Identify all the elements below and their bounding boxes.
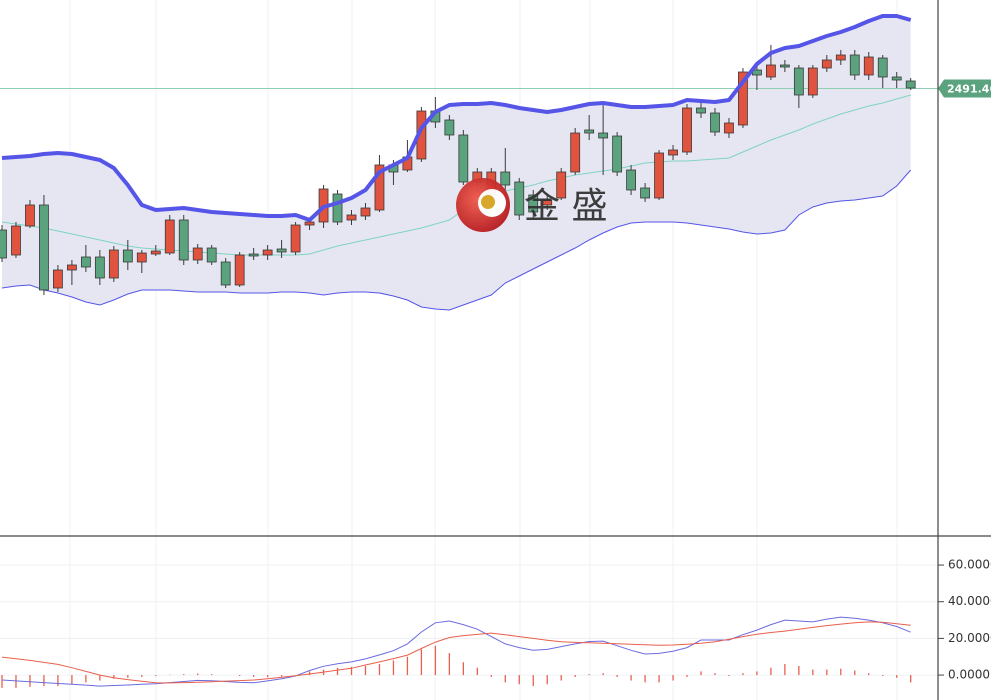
candle-body — [374, 164, 385, 211]
candle-body — [248, 253, 259, 257]
candle-body — [793, 67, 804, 96]
macd-line — [1, 621, 911, 684]
y-tick-label: 0.0000 — [948, 668, 990, 682]
candle-body — [94, 256, 105, 279]
candle-body — [262, 249, 273, 256]
bollinger-lower — [1, 169, 912, 311]
candle-body — [849, 54, 860, 76]
candle-body — [863, 56, 874, 76]
price-panel: 2491.46 — [0, 14, 991, 311]
candle-body — [80, 256, 91, 268]
candle-body — [206, 247, 217, 263]
candle-body — [25, 204, 35, 227]
candle-body — [360, 207, 371, 217]
candle-body — [835, 54, 846, 61]
band-fill — [2, 16, 911, 310]
candle-body — [682, 107, 692, 153]
candle-body — [220, 261, 231, 286]
candle-body — [905, 80, 916, 89]
y-tick-label: 40.0000 — [948, 594, 991, 608]
candle-body — [766, 64, 776, 78]
candle-body — [542, 199, 553, 206]
candle-body — [192, 247, 203, 261]
watermark-text: 金 盛 — [524, 186, 607, 227]
candle-body — [304, 221, 315, 226]
candle-body — [444, 119, 455, 136]
macd-line — [1, 616, 911, 687]
candle-body — [346, 214, 357, 221]
candle-body — [164, 219, 175, 254]
y-tick-label: 20.0000 — [948, 631, 991, 645]
candle-body — [640, 187, 650, 199]
candle-body — [276, 248, 287, 253]
candle-body — [668, 149, 678, 156]
candle-body — [710, 112, 720, 133]
candle-body — [136, 252, 147, 263]
candle-body — [556, 171, 567, 199]
candle-body — [584, 129, 595, 134]
candle-body — [514, 181, 525, 216]
candle-body — [891, 76, 902, 81]
candle-body — [234, 254, 245, 286]
candle-body — [122, 249, 133, 263]
y-tick-label: 60.0000 — [948, 558, 991, 572]
bollinger-upper — [1, 14, 912, 222]
candle-body — [654, 152, 664, 199]
candle-body — [528, 194, 539, 213]
candle-body — [598, 132, 609, 139]
candle-body — [612, 135, 623, 173]
candle-body — [500, 171, 511, 186]
logo-dot — [481, 195, 495, 209]
candle-body — [570, 132, 581, 173]
candle-body — [807, 67, 818, 96]
candle-body — [877, 57, 888, 78]
candle-body — [67, 264, 77, 271]
candle-body — [626, 169, 636, 191]
macd-panel: 60.0000 40.0000 20.0000 0.0000 — [0, 558, 991, 688]
watermark: 金 盛 — [456, 178, 607, 232]
candle-body — [0, 229, 7, 259]
candle-body — [779, 64, 790, 68]
last-price-label: 2491.46 — [947, 83, 991, 96]
candle-body — [53, 269, 63, 289]
candle-body — [108, 249, 119, 279]
candle-body — [39, 204, 49, 291]
candle-body — [290, 224, 301, 253]
candle-body — [178, 219, 189, 261]
candle-body — [458, 134, 469, 183]
candle-body — [11, 225, 21, 256]
candle-body — [821, 59, 832, 69]
candle-body — [150, 250, 161, 255]
candle-body — [724, 122, 734, 134]
price-tag — [938, 79, 991, 98]
bollinger-middle — [1, 94, 911, 256]
candle-body — [696, 107, 706, 114]
candle-body — [332, 193, 343, 223]
candle-body — [738, 71, 748, 126]
